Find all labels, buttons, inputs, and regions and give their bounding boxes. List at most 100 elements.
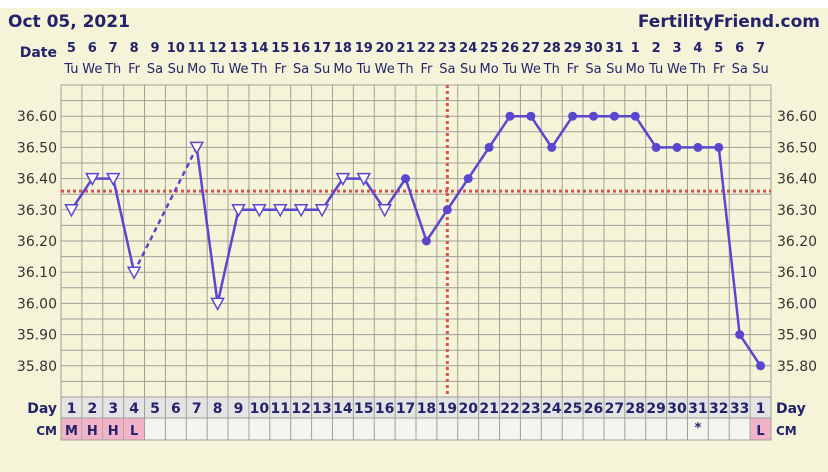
- temperature-point: [609, 111, 619, 121]
- weekday-tick: Th: [104, 62, 121, 77]
- date-tick: 2: [652, 41, 661, 56]
- date-tick: 25: [480, 41, 498, 56]
- temperature-point: [589, 111, 598, 121]
- cycle-day: 27: [605, 401, 624, 417]
- y-tick-right: 36.00: [777, 296, 817, 312]
- cycle-day: 33: [730, 401, 749, 417]
- y-tick-right: 36.30: [777, 203, 817, 219]
- temperature-point: [421, 236, 431, 246]
- date-tick: 5: [714, 41, 723, 56]
- temperature-point-open: [252, 204, 267, 218]
- cycle-day: 18: [417, 401, 436, 417]
- cycle-day: 21: [479, 401, 498, 417]
- weekday-tick: We: [375, 62, 395, 77]
- weekday-tick: Fr: [567, 62, 580, 77]
- temperature-point-open: [356, 172, 372, 187]
- temperature-point-open: [126, 266, 142, 280]
- cycle-day: 13: [312, 401, 331, 417]
- date-tick: 5: [67, 41, 76, 56]
- weekday-tick: Tu: [63, 62, 78, 77]
- cm-value: M: [65, 424, 78, 439]
- weekday-tick: Su: [752, 62, 769, 77]
- weekday-tick: Tu: [356, 62, 371, 77]
- date-tick: 10: [167, 41, 185, 56]
- cycle-day: 5: [150, 401, 160, 417]
- weekday-tick: Th: [689, 62, 706, 77]
- date-tick: 24: [459, 41, 477, 56]
- cycle-day: 16: [375, 401, 394, 417]
- date-tick: 26: [501, 41, 519, 56]
- date-tick: 19: [355, 41, 373, 56]
- temperature-point-open: [85, 172, 100, 187]
- weekday-tick: Su: [314, 62, 331, 77]
- date-tick: 28: [543, 41, 561, 56]
- weekday-tick: Tu: [210, 62, 225, 77]
- cm-label-left: CM: [36, 424, 57, 438]
- cm-value: L: [130, 424, 138, 439]
- weekday-tick: Th: [543, 62, 560, 77]
- temperature-point: [630, 111, 640, 121]
- weekday-tick: Mo: [626, 62, 645, 77]
- cycle-day: 30: [667, 401, 687, 417]
- cm-label-right: CM: [776, 424, 797, 438]
- cm-cell-highlight: [61, 418, 82, 440]
- temperature-point: [714, 142, 724, 152]
- cycle-day: 11: [271, 401, 290, 417]
- cm-cell-highlight: [124, 418, 145, 440]
- date-tick: 7: [756, 41, 765, 56]
- temperature-point-open: [105, 172, 121, 187]
- y-tick-left: 36.40: [17, 172, 57, 188]
- temperature-point: [463, 174, 473, 184]
- temperature-point: [401, 174, 411, 184]
- y-tick-left: 36.50: [17, 140, 57, 156]
- cycle-day: 15: [354, 401, 373, 417]
- date-tick: 1: [631, 41, 640, 56]
- cycle-day: 2: [87, 401, 97, 417]
- cycle-day: 12: [291, 401, 310, 417]
- temperature-point-open: [64, 204, 79, 218]
- chart-date: Oct 05, 2021: [8, 12, 130, 32]
- y-tick-left: 36.60: [17, 109, 57, 125]
- date-tick: 6: [88, 41, 97, 56]
- date-tick: 29: [564, 41, 582, 56]
- temperature-line-segment: [550, 115, 574, 149]
- date-tick: 21: [397, 41, 415, 56]
- temperature-point: [526, 111, 536, 121]
- date-tick: 27: [522, 41, 540, 56]
- temperature-line-segment: [717, 147, 741, 335]
- site-name: FertilityFriend.com: [638, 12, 820, 32]
- cycle-day: 23: [521, 401, 540, 417]
- date-tick: 4: [693, 41, 702, 56]
- temperature-line-segment: [216, 209, 240, 304]
- temperature-point: [442, 205, 452, 215]
- y-tick-right: 36.50: [777, 140, 817, 156]
- weekday-tick: Th: [250, 62, 267, 77]
- y-tick-left: 35.80: [17, 359, 57, 375]
- cm-cell-highlight: [82, 418, 103, 440]
- date-tick: 15: [271, 41, 289, 56]
- y-tick-right: 36.40: [777, 172, 817, 188]
- cycle-day: 1: [756, 401, 766, 417]
- temperature-point-open: [335, 172, 351, 187]
- temperature-point: [484, 142, 494, 152]
- weekday-tick: Su: [606, 62, 623, 77]
- temperature-point-open: [293, 204, 309, 218]
- temperature-point: [651, 142, 661, 152]
- cycle-day: 7: [192, 401, 202, 417]
- date-tick: 14: [250, 41, 268, 56]
- weekday-tick: We: [228, 62, 248, 77]
- y-tick-right: 36.20: [777, 234, 817, 250]
- cycle-day: 26: [584, 401, 603, 417]
- cycle-day: 10: [250, 401, 270, 417]
- weekday-tick: We: [667, 62, 687, 77]
- temperature-line-segment: [425, 209, 449, 242]
- weekday-tick: Fr: [420, 62, 433, 77]
- temperature-line-segment: [738, 333, 762, 367]
- temperature-point: [547, 142, 557, 152]
- temperature-point-open: [314, 204, 330, 218]
- day-label-right: Day: [776, 401, 806, 417]
- date-tick: 9: [150, 41, 159, 56]
- date-tick: 16: [292, 41, 310, 56]
